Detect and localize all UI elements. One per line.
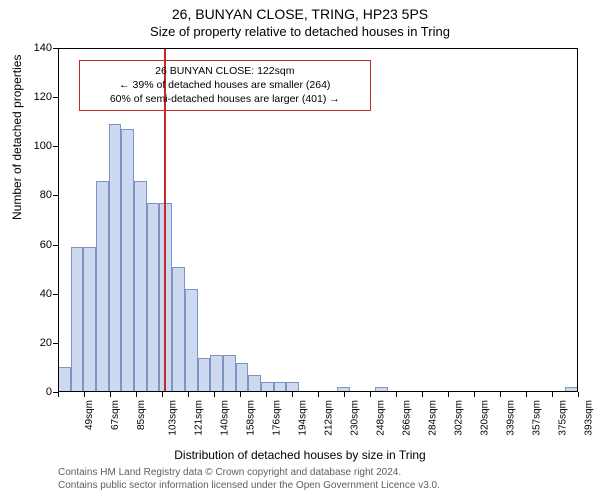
xtick-label: 67sqm [110, 400, 121, 430]
chart-title-2: Size of property relative to detached ho… [0, 22, 600, 39]
xtick-mark [526, 392, 527, 397]
xtick-mark [448, 392, 449, 397]
xtick-label: 212sqm [324, 400, 335, 436]
xtick-mark [110, 392, 111, 397]
xtick-label: 103sqm [168, 400, 179, 436]
xtick-label: 393sqm [584, 400, 595, 436]
xtick-label: 302sqm [454, 400, 465, 436]
xtick-mark [136, 392, 137, 397]
xtick-label: 248sqm [376, 400, 387, 436]
ytick-mark [53, 294, 58, 295]
xtick-mark [578, 392, 579, 397]
xtick-mark [500, 392, 501, 397]
xtick-mark [396, 392, 397, 397]
xtick-label: 85sqm [136, 400, 147, 430]
xtick-mark [162, 392, 163, 397]
plot-area: 26 BUNYAN CLOSE: 122sqm← 39% of detached… [58, 48, 578, 392]
ytick-mark [53, 245, 58, 246]
xtick-label: 176sqm [272, 400, 283, 436]
xtick-label: 140sqm [220, 400, 231, 436]
xtick-mark [318, 392, 319, 397]
footer-line-1: Contains HM Land Registry data © Crown c… [58, 466, 440, 479]
ytick-mark [53, 48, 58, 49]
ytick-label: 100 [34, 140, 52, 152]
ytick-mark [53, 146, 58, 147]
xtick-mark [552, 392, 553, 397]
ytick-label: 40 [40, 288, 52, 300]
xtick-label: 121sqm [194, 400, 205, 436]
ytick-mark [53, 343, 58, 344]
x-axis-label: Distribution of detached houses by size … [0, 448, 600, 462]
footer: Contains HM Land Registry data © Crown c… [58, 466, 440, 492]
xtick-mark [84, 392, 85, 397]
xtick-label: 320sqm [480, 400, 491, 436]
xtick-label: 339sqm [506, 400, 517, 436]
xtick-mark [344, 392, 345, 397]
xtick-label: 266sqm [402, 400, 413, 436]
plot-border [58, 48, 578, 392]
y-axis-label: Number of detached properties [10, 55, 24, 220]
ytick-label: 140 [34, 42, 52, 54]
xtick-mark [474, 392, 475, 397]
xtick-label: 230sqm [350, 400, 361, 436]
xtick-mark [370, 392, 371, 397]
ytick-label: 0 [46, 386, 52, 398]
ytick-label: 20 [40, 337, 52, 349]
ytick-mark [53, 97, 58, 98]
xtick-mark [292, 392, 293, 397]
xtick-mark [58, 392, 59, 397]
xtick-label: 357sqm [532, 400, 543, 436]
xtick-mark [214, 392, 215, 397]
xtick-mark [188, 392, 189, 397]
ytick-label: 60 [40, 239, 52, 251]
xtick-mark [240, 392, 241, 397]
xtick-label: 284sqm [428, 400, 439, 436]
xtick-label: 375sqm [558, 400, 569, 436]
xtick-label: 49sqm [84, 400, 95, 430]
xtick-mark [266, 392, 267, 397]
xtick-label: 194sqm [298, 400, 309, 436]
footer-line-2: Contains public sector information licen… [58, 479, 440, 492]
ytick-mark [53, 195, 58, 196]
ytick-label: 120 [34, 91, 52, 103]
xtick-label: 158sqm [246, 400, 257, 436]
ytick-label: 80 [40, 189, 52, 201]
xtick-mark [422, 392, 423, 397]
chart-title-1: 26, BUNYAN CLOSE, TRING, HP23 5PS [0, 0, 600, 22]
